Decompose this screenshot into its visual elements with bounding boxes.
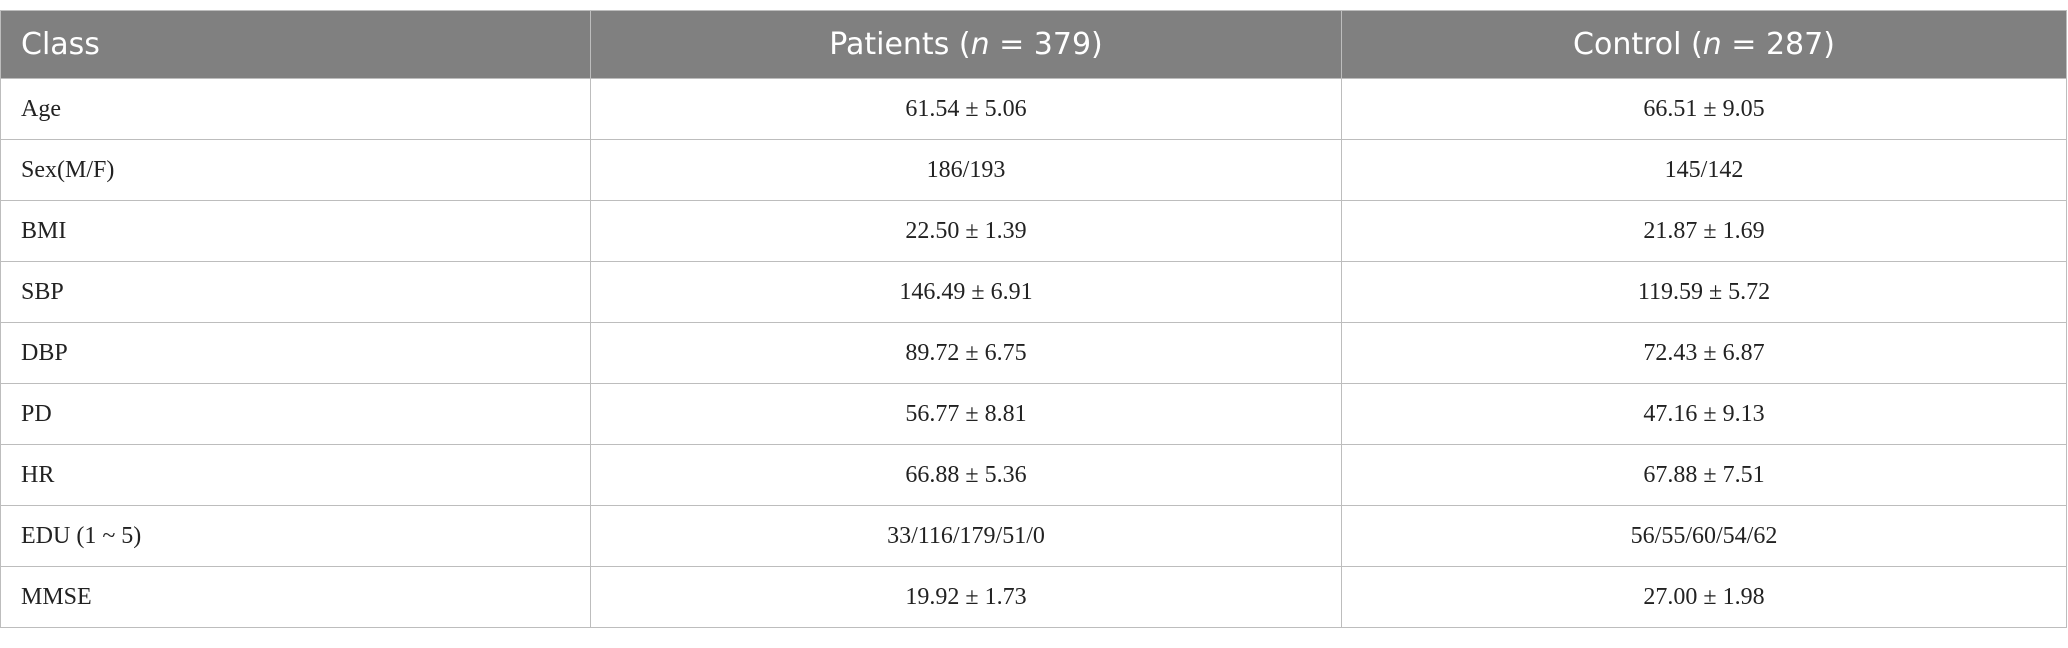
- row-label: DBP: [0, 322, 591, 384]
- header-text: Patients (: [829, 27, 971, 62]
- header-cell: Control (n = 287): [1341, 10, 2067, 79]
- cell: 66.51 ± 9.05: [1341, 78, 2067, 140]
- cell: 89.72 ± 6.75: [590, 322, 1342, 384]
- cell: 61.54 ± 5.06: [590, 78, 1342, 140]
- table-row: EDU (1 ~ 5) 33/116/179/51/0 56/55/60/54/62: [0, 505, 2067, 567]
- header-text: Class: [21, 27, 100, 62]
- row-label: HR: [0, 444, 591, 506]
- header-text: n: [1702, 27, 1722, 62]
- cell: 66.88 ± 5.36: [590, 444, 1342, 506]
- cell: 19.92 ± 1.73: [590, 566, 1342, 628]
- row-label: BMI: [0, 200, 591, 262]
- cell: 56.77 ± 8.81: [590, 383, 1342, 445]
- header-text: Control (: [1573, 27, 1703, 62]
- table-row: BMI 22.50 ± 1.39 21.87 ± 1.69: [0, 200, 2067, 262]
- table-row: PD 56.77 ± 8.81 47.16 ± 9.13: [0, 383, 2067, 445]
- table-row: Age 61.54 ± 5.06 66.51 ± 9.05: [0, 78, 2067, 140]
- header-text: = 379): [989, 27, 1103, 62]
- row-label: Sex(M/F): [0, 139, 591, 201]
- cell: 21.87 ± 1.69: [1341, 200, 2067, 262]
- cell: 56/55/60/54/62: [1341, 505, 2067, 567]
- header-cell: Patients (n = 379): [590, 10, 1342, 79]
- row-label: SBP: [0, 261, 591, 323]
- cell: 47.16 ± 9.13: [1341, 383, 2067, 445]
- data-table: Class Patients (n = 379) Control (n = 287)…: [0, 10, 2067, 628]
- cell: 119.59 ± 5.72: [1341, 261, 2067, 323]
- row-label: EDU (1 ~ 5): [0, 505, 591, 567]
- header-text: n: [970, 27, 990, 62]
- header-row: Class Patients (n = 379) Control (n = 287): [0, 10, 2067, 79]
- cell: 72.43 ± 6.87: [1341, 322, 2067, 384]
- cell: 186/193: [590, 139, 1342, 201]
- table-row: DBP 89.72 ± 6.75 72.43 ± 6.87: [0, 322, 2067, 384]
- cell: 145/142: [1341, 139, 2067, 201]
- table-row: SBP 146.49 ± 6.91 119.59 ± 5.72: [0, 261, 2067, 323]
- cell: 33/116/179/51/0: [590, 505, 1342, 567]
- table-row: Sex(M/F) 186/193 145/142: [0, 139, 2067, 201]
- table-row: HR 66.88 ± 5.36 67.88 ± 7.51: [0, 444, 2067, 506]
- table-row: MMSE 19.92 ± 1.73 27.00 ± 1.98: [0, 566, 2067, 628]
- cell: 67.88 ± 7.51: [1341, 444, 2067, 506]
- cell: 146.49 ± 6.91: [590, 261, 1342, 323]
- row-label: MMSE: [0, 566, 591, 628]
- cell: 27.00 ± 1.98: [1341, 566, 2067, 628]
- header-cell: Class: [0, 10, 591, 79]
- row-label: PD: [0, 383, 591, 445]
- header-text: = 287): [1721, 27, 1835, 62]
- cell: 22.50 ± 1.39: [590, 200, 1342, 262]
- row-label: Age: [0, 78, 591, 140]
